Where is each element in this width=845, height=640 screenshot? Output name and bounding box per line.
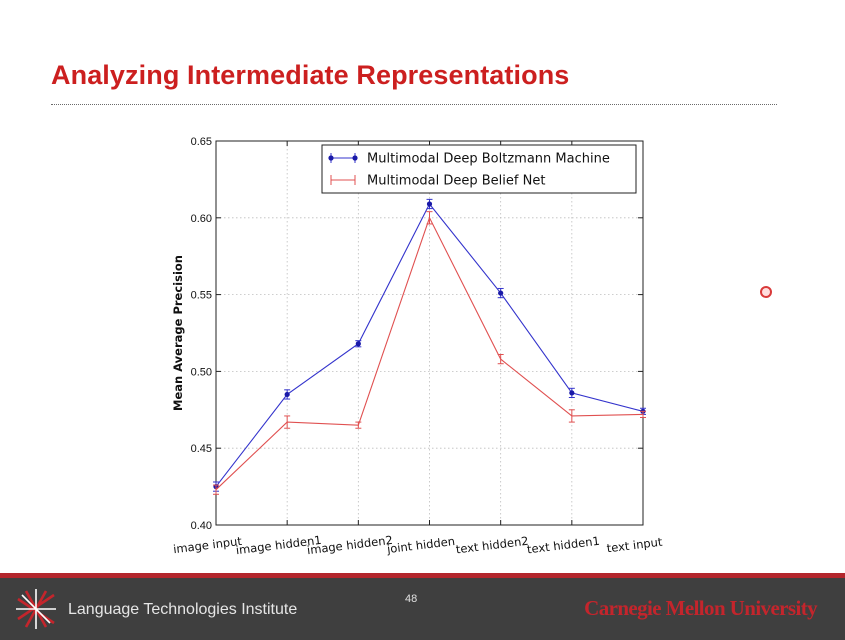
title-divider — [51, 104, 777, 105]
data-point — [355, 341, 361, 347]
y-tick-label: 0.55 — [191, 290, 212, 302]
pointer-dot — [760, 286, 772, 298]
legend-marker — [352, 155, 358, 161]
university-name: Carnegie Mellon University — [584, 596, 817, 620]
footer-accent-bar — [0, 573, 845, 578]
page-number: 48 — [405, 593, 418, 605]
y-tick-label: 0.65 — [191, 136, 212, 148]
data-point — [284, 391, 290, 398]
legend-marker — [328, 155, 334, 161]
x-tick-label: text input — [606, 535, 664, 556]
x-tick-label: image input — [172, 534, 243, 556]
x-tick-label: joint hidden — [385, 534, 456, 556]
x-tick-label: text hidden1 — [526, 534, 600, 557]
y-tick-label: 0.50 — [191, 366, 212, 378]
slide-title: Analyzing Intermediate Representations — [51, 60, 570, 90]
y-tick-label: 0.60 — [191, 213, 212, 225]
legend-label: Multimodal Deep Belief Net — [367, 174, 545, 189]
legend-box — [321, 144, 637, 194]
y-axis-label: Mean Average Precision — [171, 255, 185, 411]
y-tick-label: 0.45 — [191, 443, 212, 455]
data-point — [426, 201, 433, 207]
lti-logo-icon — [16, 589, 56, 629]
x-tick-label: text hidden2 — [455, 534, 529, 557]
footer: Language Technologies Institute 48 Carne… — [0, 573, 845, 640]
data-point — [498, 290, 504, 296]
y-tick-label: 0.40 — [191, 520, 212, 532]
legend-label: Multimodal Deep Boltzmann Machine — [367, 152, 610, 167]
data-point — [569, 390, 575, 396]
institute-name: Language Technologies Institute — [68, 601, 298, 618]
